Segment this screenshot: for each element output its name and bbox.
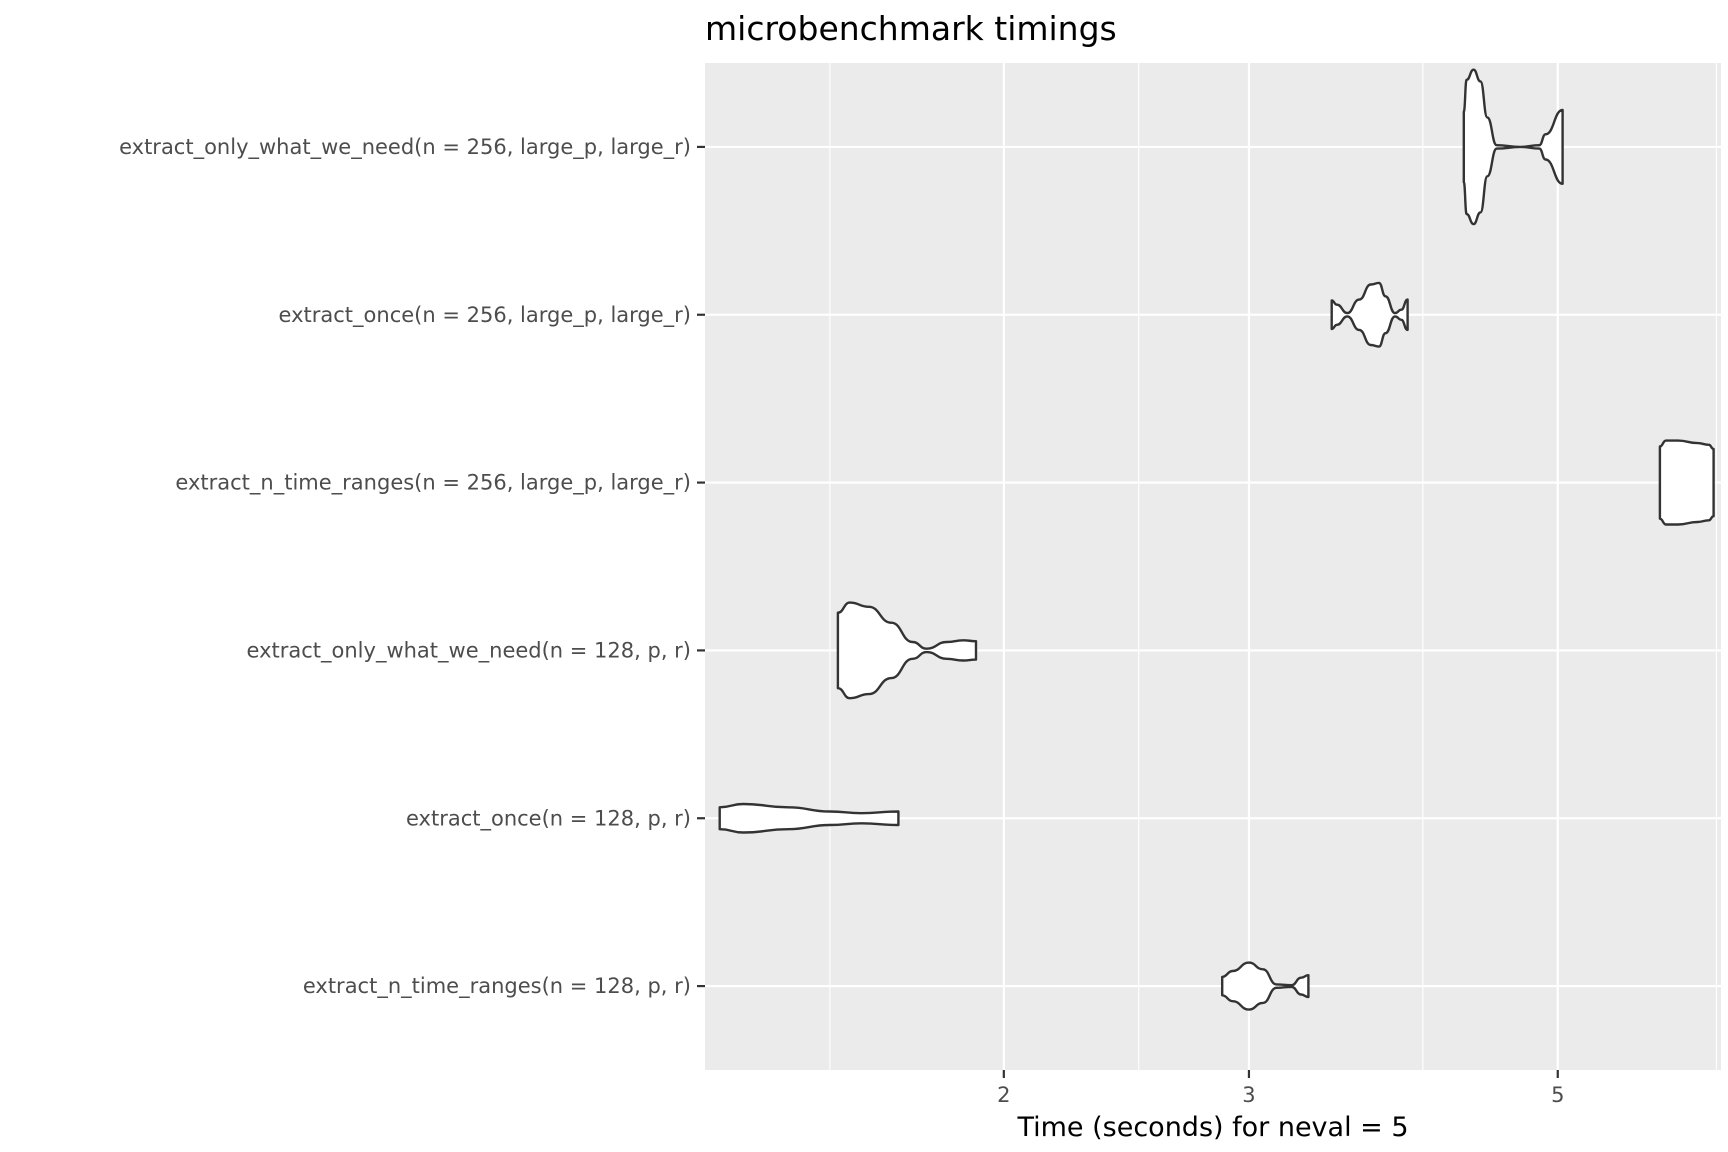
chart-title: microbenchmark timings xyxy=(705,9,1117,48)
violin-2 xyxy=(1330,281,1409,348)
x-tick-label: 5 xyxy=(1551,1083,1564,1107)
y-tick-label: extract_n_time_ranges(n = 128, p, r) xyxy=(303,974,691,999)
violin-5 xyxy=(718,802,900,834)
y-tick-label: extract_once(n = 128, p, r) xyxy=(406,806,691,831)
y-tick-label: extract_n_time_ranges(n = 256, large_p, … xyxy=(175,471,691,496)
violin-1 xyxy=(1462,68,1564,226)
x-tick-label: 2 xyxy=(997,1083,1010,1107)
y-axis: extract_only_what_we_need(n = 256, large… xyxy=(119,135,705,999)
violin-3 xyxy=(1658,439,1715,526)
y-tick-label: extract_only_what_we_need(n = 128, p, r) xyxy=(247,638,691,663)
x-axis: 2 3 5 xyxy=(997,1070,1564,1107)
minor-gridlines xyxy=(829,63,1717,1070)
x-tick-label: 3 xyxy=(1242,1083,1255,1107)
violin-6 xyxy=(1221,961,1310,1011)
violin-4 xyxy=(836,601,978,700)
y-tick-label: extract_only_what_we_need(n = 256, large… xyxy=(119,135,691,160)
y-tick-label: extract_once(n = 256, large_p, large_r) xyxy=(279,303,691,328)
x-axis-title: Time (seconds) for neval = 5 xyxy=(1016,1112,1408,1143)
violin-layer xyxy=(718,68,1715,1011)
plot-panel xyxy=(705,63,1721,1070)
